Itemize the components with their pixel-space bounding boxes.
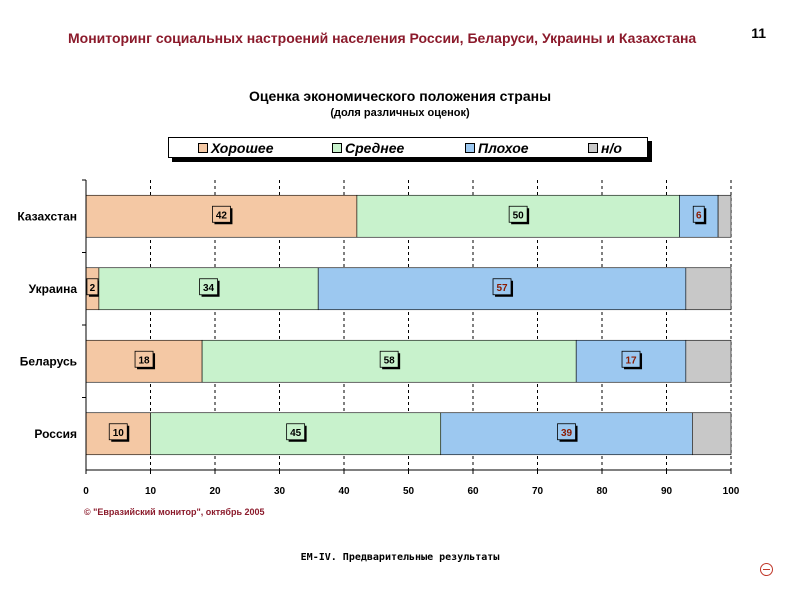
- data-label-bad-0: 6: [696, 210, 702, 221]
- page-number: 11: [751, 25, 766, 41]
- legend-item-bad: Плохое: [465, 140, 529, 156]
- data-label-box-bad-1: [492, 278, 512, 296]
- data-label-bad-3: 39: [561, 428, 573, 439]
- x-tick-label-0: 0: [83, 486, 89, 497]
- data-label-box-good-0: [212, 205, 231, 223]
- data-label-medium-3: 45: [290, 428, 302, 439]
- data-label-box-bad-0: [692, 205, 705, 223]
- legend-item-na: н/о: [588, 140, 622, 156]
- legend-swatch-na: [588, 143, 598, 153]
- legend-item-medium: Среднее: [332, 140, 404, 156]
- legend-swatch-bad: [465, 143, 475, 153]
- data-label-box-good-2: [134, 350, 154, 368]
- data-label-box-medium-3: [286, 423, 306, 441]
- category-label-2: Беларусь: [20, 354, 77, 368]
- category-label-1: Украина: [29, 282, 78, 296]
- legend-item-good: Хорошее: [198, 140, 273, 156]
- data-label-medium-1: 34: [203, 283, 215, 294]
- x-tick-label-100: 100: [723, 486, 740, 497]
- data-label-good-2: 18: [138, 355, 150, 366]
- legend-swatch-good: [198, 143, 208, 153]
- x-tick-label-90: 90: [661, 486, 673, 497]
- x-tick-label-40: 40: [338, 486, 350, 497]
- minus-circle-icon[interactable]: [760, 563, 773, 576]
- source-note: © "Евразийский монитор", октябрь 2005: [84, 507, 265, 517]
- legend-swatch-medium: [332, 143, 342, 153]
- data-label-medium-2: 58: [384, 355, 396, 366]
- chart-legend: Хорошее Среднее Плохое н/о: [168, 137, 648, 158]
- x-tick-label-50: 50: [403, 486, 415, 497]
- legend-label-bad: Плохое: [478, 140, 529, 156]
- bar-na-0: [717, 194, 732, 238]
- category-label-0: Казахстан: [17, 209, 77, 223]
- x-tick-label-10: 10: [145, 486, 157, 497]
- legend-label-na: н/о: [601, 140, 622, 156]
- data-label-bad-2: 17: [625, 355, 637, 366]
- data-label-bad-1: 57: [496, 283, 508, 294]
- data-label-good-1: 2: [90, 283, 96, 294]
- chart-subtitle: (доля различных оценок): [330, 107, 470, 119]
- bar-na-2: [685, 339, 732, 383]
- x-tick-label-20: 20: [209, 486, 221, 497]
- data-label-medium-0: 50: [513, 210, 525, 221]
- data-label-box-bad-2: [621, 350, 641, 368]
- legend-label-medium: Среднее: [345, 140, 405, 156]
- legend-label-good: Хорошее: [211, 140, 274, 156]
- data-label-box-good-3: [108, 423, 128, 441]
- page-header-title: Мониторинг социальных настроений населен…: [68, 30, 697, 46]
- data-label-good-0: 42: [216, 210, 228, 221]
- data-label-box-medium-0: [508, 205, 528, 223]
- data-label-good-3: 10: [113, 428, 125, 439]
- x-tick-label-60: 60: [467, 486, 479, 497]
- data-label-box-good-1: [86, 278, 99, 296]
- bar-na-3: [691, 412, 732, 456]
- bar-na-1: [685, 267, 732, 311]
- category-label-3: Россия: [34, 427, 77, 441]
- x-tick-label-70: 70: [532, 486, 544, 497]
- data-label-box-bad-3: [557, 423, 576, 441]
- x-tick-label-30: 30: [274, 486, 286, 497]
- chart-title: Оценка экономического положения страны: [248, 88, 552, 104]
- footer-caption: ЕМ-IV. Предварительные результаты: [300, 552, 500, 563]
- x-tick-label-80: 80: [596, 486, 608, 497]
- data-label-box-medium-2: [379, 350, 399, 368]
- data-label-box-medium-1: [199, 278, 218, 296]
